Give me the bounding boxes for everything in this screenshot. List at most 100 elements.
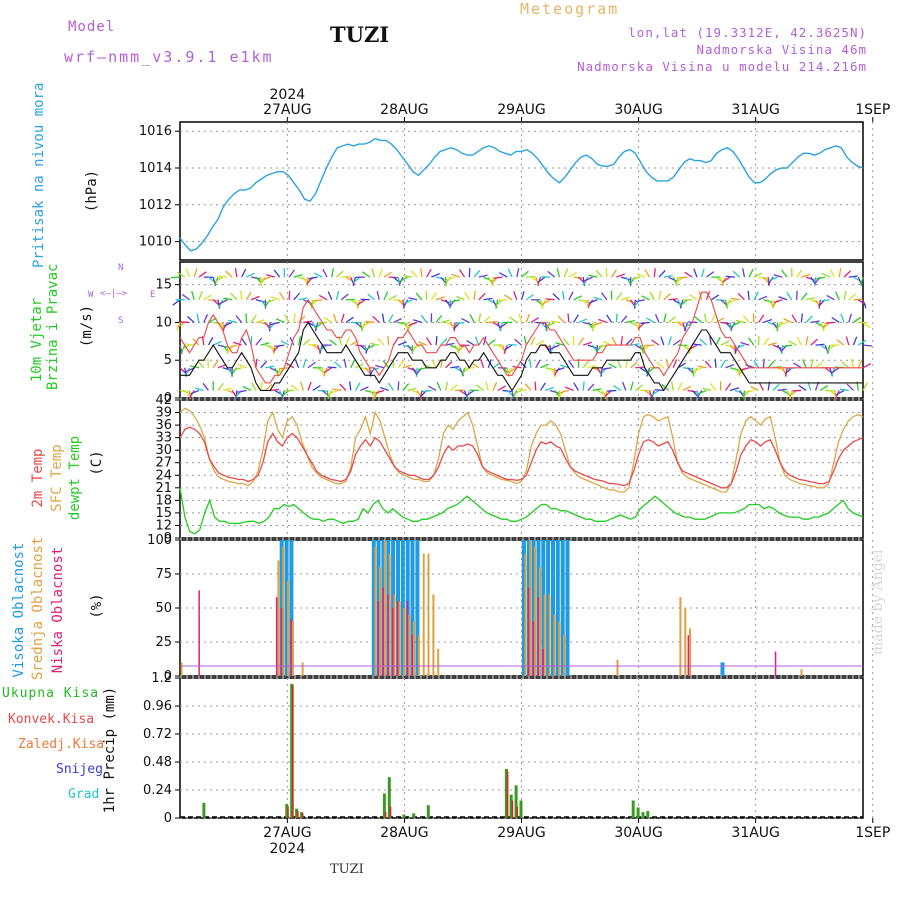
wind-barb: [567, 313, 570, 323]
wind-barb: [611, 269, 618, 278]
wind-barb: [240, 337, 247, 346]
wind-barb: [223, 297, 233, 301]
wind-barb: [555, 367, 565, 372]
wind-barb: [853, 316, 862, 323]
wind-barb: [259, 381, 263, 391]
wind-barb: [608, 363, 617, 369]
wind-barb: [234, 268, 238, 278]
wind-barb: [420, 268, 423, 278]
wind-barb: [266, 299, 276, 304]
wind-barb: [805, 315, 813, 323]
wind-barb: [634, 384, 643, 391]
wind-barb: [302, 358, 307, 368]
temp-ytick-label: 12: [155, 518, 172, 533]
legend-conv-precip: Konvek.Kisa: [8, 712, 95, 727]
pressure-ytick-label: 1012: [139, 198, 172, 213]
wind-barb: [387, 336, 390, 346]
compass-e: E: [150, 290, 156, 300]
wind-barb: [620, 276, 630, 281]
wind-barb: [577, 337, 585, 346]
wind-barb: [786, 291, 793, 301]
wind-barb: [466, 339, 475, 346]
wind-barb: [791, 314, 798, 323]
wind-barb: [835, 291, 840, 301]
wind-barb: [702, 387, 712, 392]
wind-barb: [362, 271, 371, 278]
wind-barb: [408, 297, 418, 301]
wind-barb: [692, 367, 698, 377]
wind-barb: [361, 321, 371, 328]
wind-barb: [724, 382, 732, 391]
wind-barb: [556, 268, 561, 278]
wind-barb: [207, 336, 214, 346]
wind-barb: [179, 389, 189, 393]
wind-barb: [504, 344, 513, 351]
day-label-bottom: 1SEP: [855, 825, 890, 841]
wind-barb: [549, 389, 559, 394]
wind-barb: [453, 322, 456, 332]
wind-barb: [815, 343, 825, 346]
total-precip-bar: [636, 807, 640, 818]
wind-barb: [366, 344, 375, 350]
wind-barb: [767, 342, 777, 346]
wind-barb: [369, 367, 376, 376]
wind-barb: [270, 388, 280, 392]
mid-cloud-bar: [291, 621, 294, 676]
wind-barb: [615, 313, 618, 323]
wind-barb: [504, 294, 513, 301]
wind-barb: [621, 381, 627, 391]
conv-precip-bar: [302, 813, 304, 818]
wind-barb: [534, 381, 537, 391]
wind-barb: [819, 384, 829, 391]
wind-barb: [331, 268, 334, 278]
wind-barb: [613, 385, 622, 391]
wind-barb: [222, 367, 232, 372]
wind-barb: [725, 275, 735, 278]
wind-barb: [644, 269, 651, 278]
wind-barb: [298, 315, 306, 323]
wind-barb: [237, 389, 247, 393]
wind-barb: [302, 338, 311, 346]
wind-barb: [587, 383, 595, 391]
mid-cloud-bar: [417, 635, 420, 676]
wind-barb: [293, 313, 296, 323]
wind-barb: [388, 314, 394, 323]
total-precip-bar: [382, 793, 386, 818]
wind-barb: [188, 390, 195, 399]
mid-cloud-bar: [403, 608, 406, 676]
wind-barb: [450, 366, 460, 369]
conv-precip-bar: [511, 800, 514, 818]
wind-barb: [862, 299, 867, 309]
total-precip-bar: [285, 804, 289, 818]
wind-barb: [402, 299, 409, 308]
wind-barb: [772, 383, 780, 391]
wind-barb: [255, 319, 265, 324]
low-cloud-bar: [382, 587, 384, 676]
wind-barb: [555, 342, 565, 346]
wind-barb: [312, 384, 321, 391]
wind-barb: [445, 342, 455, 346]
mid-cloud-bar: [374, 546, 377, 676]
wind-barb: [417, 341, 427, 346]
wind-barb: [753, 291, 759, 301]
wind-barb: [625, 338, 633, 346]
wind-barb: [720, 359, 727, 369]
wind-barb: [598, 318, 608, 324]
wind-barb: [483, 315, 491, 323]
wind-barb: [600, 367, 603, 377]
wind-barb: [748, 337, 755, 346]
wind-barb: [323, 367, 333, 374]
wind-barb: [482, 336, 487, 346]
wind-barb: [451, 273, 461, 278]
wind-barb: [587, 344, 597, 349]
wind-barb: [376, 290, 380, 300]
wind-barb: [753, 359, 760, 369]
total-precip-bar: [402, 814, 406, 818]
mid-cloud-bar: [398, 601, 401, 676]
wind-ytick-label: 10: [155, 315, 172, 330]
wind-barb: [767, 276, 774, 286]
wind-barb: [682, 385, 692, 392]
wind-barb: [417, 367, 427, 371]
wind-barb: [289, 336, 295, 346]
wind-barb: [620, 315, 628, 323]
